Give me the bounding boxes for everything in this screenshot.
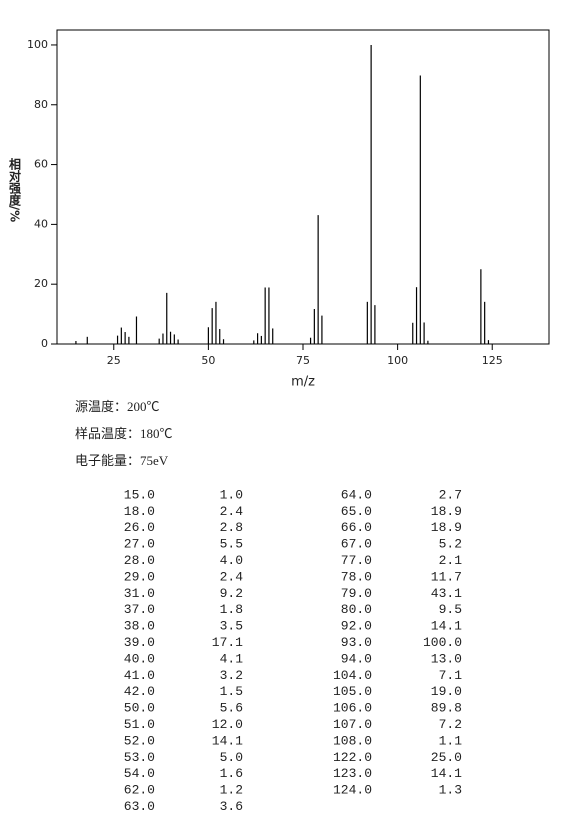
table-cell: 93.0 <box>341 635 372 650</box>
x-tick-label: 50 <box>201 354 215 367</box>
table-cell: 9.5 <box>439 602 462 617</box>
table-cell: 12.0 <box>212 717 243 732</box>
table-cell: 14.1 <box>431 619 462 634</box>
table-cell: 26.0 <box>124 520 155 535</box>
table-cell: 107.0 <box>333 717 372 732</box>
x-tick-label: 25 <box>107 354 121 367</box>
table-cell: 17.1 <box>212 635 243 650</box>
table-cell: 9.2 <box>220 586 243 601</box>
x-tick-label: 125 <box>482 354 503 367</box>
table-cell: 11.7 <box>431 569 462 584</box>
table-cell: 123.0 <box>333 766 372 781</box>
table-cell: 2.7 <box>439 487 462 502</box>
table-cell: 39.0 <box>124 635 155 650</box>
table-cell: 2.8 <box>220 520 243 535</box>
table-cell: 3.6 <box>220 799 243 814</box>
table-cell: 2.4 <box>220 569 244 584</box>
table-cell: 4.0 <box>220 553 243 568</box>
table-cell: 64.0 <box>341 487 372 502</box>
table-cell: 79.0 <box>341 586 372 601</box>
table-cell: 41.0 <box>124 668 155 683</box>
table-cell: 52.0 <box>124 733 155 748</box>
table-cell: 1.2 <box>220 783 243 798</box>
table-cell: 18.9 <box>431 504 462 519</box>
table-cell: 106.0 <box>333 701 372 716</box>
table-cell: 1.1 <box>439 733 463 748</box>
table-cell: 54.0 <box>124 766 155 781</box>
table-cell: 92.0 <box>341 619 372 634</box>
table-cell: 7.2 <box>439 717 462 732</box>
table-cell: 15.0 <box>124 487 155 502</box>
y-tick-label: 80 <box>34 98 48 111</box>
table-cell: 27.0 <box>124 537 155 552</box>
table-cell: 14.1 <box>212 733 243 748</box>
y-axis-label: 相对强度/% <box>8 156 22 222</box>
table-cell: 50.0 <box>124 701 155 716</box>
table-cell: 63.0 <box>124 799 155 814</box>
table-cell: 19.0 <box>431 684 462 699</box>
condition: 样品温度：180℃ <box>75 426 173 441</box>
table-cell: 13.0 <box>431 651 462 666</box>
y-tick-label: 0 <box>41 337 48 350</box>
table-cell: 5.5 <box>220 537 243 552</box>
table-cell: 100.0 <box>423 635 462 650</box>
table-cell: 89.8 <box>431 701 462 716</box>
table-cell: 77.0 <box>341 553 372 568</box>
table-cell: 38.0 <box>124 619 155 634</box>
table-cell: 3.2 <box>220 668 243 683</box>
condition: 电子能量：75eV <box>75 453 169 468</box>
table-cell: 104.0 <box>333 668 372 683</box>
table-cell: 2.4 <box>220 504 244 519</box>
table-cell: 78.0 <box>341 569 372 584</box>
table-cell: 1.6 <box>220 766 243 781</box>
table-cell: 51.0 <box>124 717 155 732</box>
table-cell: 124.0 <box>333 783 372 798</box>
x-axis-label: m/z <box>291 375 315 390</box>
table-cell: 1.5 <box>220 684 243 699</box>
table-cell: 18.9 <box>431 520 462 535</box>
table-cell: 5.6 <box>220 701 243 716</box>
table-cell: 3.5 <box>220 619 243 634</box>
table-cell: 1.0 <box>220 487 243 502</box>
table-cell: 105.0 <box>333 684 372 699</box>
x-tick-label: 100 <box>387 354 408 367</box>
table-cell: 53.0 <box>124 750 155 765</box>
table-cell: 42.0 <box>124 684 155 699</box>
table-cell: 7.1 <box>439 668 463 683</box>
y-tick-label: 40 <box>34 217 48 230</box>
table-cell: 122.0 <box>333 750 372 765</box>
table-cell: 5.0 <box>220 750 243 765</box>
table-cell: 29.0 <box>124 569 155 584</box>
table-cell: 67.0 <box>341 537 372 552</box>
table-cell: 2.1 <box>439 553 463 568</box>
table-cell: 62.0 <box>124 783 155 798</box>
table-cell: 18.0 <box>124 504 155 519</box>
table-cell: 40.0 <box>124 651 155 666</box>
table-cell: 1.8 <box>220 602 243 617</box>
table-cell: 65.0 <box>341 504 372 519</box>
table-cell: 5.2 <box>439 537 462 552</box>
table-cell: 4.1 <box>220 651 244 666</box>
table-cell: 1.3 <box>439 783 462 798</box>
table-cell: 31.0 <box>124 586 155 601</box>
table-cell: 28.0 <box>124 553 155 568</box>
table-cell: 25.0 <box>431 750 462 765</box>
table-cell: 94.0 <box>341 651 372 666</box>
table-cell: 80.0 <box>341 602 372 617</box>
plot-frame <box>56 29 550 345</box>
y-tick-label: 20 <box>34 277 48 290</box>
table-cell: 43.1 <box>431 586 462 601</box>
x-tick-label: 75 <box>296 354 310 367</box>
y-tick-label: 60 <box>34 158 48 171</box>
y-tick-label: 100 <box>27 38 48 51</box>
table-cell: 37.0 <box>124 602 155 617</box>
condition: 源温度：200℃ <box>75 399 160 414</box>
table-cell: 108.0 <box>333 733 372 748</box>
table-cell: 66.0 <box>341 520 372 535</box>
table-cell: 14.1 <box>431 766 462 781</box>
